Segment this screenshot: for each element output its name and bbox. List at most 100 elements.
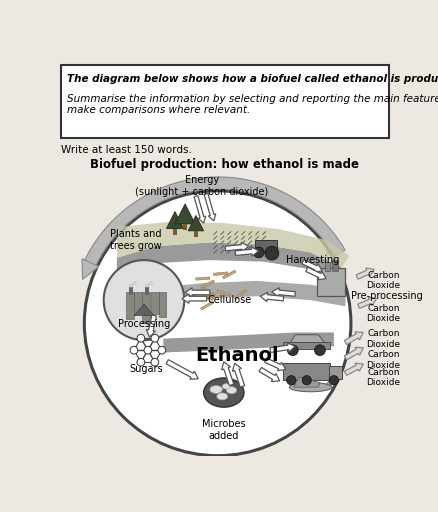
Ellipse shape [145,284,149,287]
Bar [200,301,213,310]
Polygon shape [225,242,248,251]
Bar [201,280,214,288]
Text: ielts: ielts [104,251,346,349]
Text: Summarise the information by selecting and reporting the main features, and
make: Summarise the information by selecting a… [67,94,438,115]
Polygon shape [343,332,363,345]
FancyBboxPatch shape [61,66,388,138]
Polygon shape [84,177,344,267]
Polygon shape [188,216,203,231]
Polygon shape [357,297,376,308]
Bar [254,240,276,252]
Circle shape [253,247,264,258]
Circle shape [144,346,152,354]
Bar [200,296,214,299]
Bar [201,292,215,296]
Text: Harvesting: Harvesting [285,255,338,265]
Polygon shape [221,362,233,386]
Polygon shape [146,315,156,337]
Bar [324,262,329,271]
Bar [222,270,235,279]
Ellipse shape [226,387,236,394]
Polygon shape [325,379,333,385]
Bar [234,289,246,300]
Bar [216,290,230,296]
Text: Processing: Processing [118,319,170,329]
Polygon shape [301,260,321,272]
Polygon shape [355,268,373,279]
Polygon shape [269,343,294,352]
Text: Carbon
Dioxide: Carbon Dioxide [366,304,399,324]
Bar [129,287,133,295]
Polygon shape [232,364,244,387]
Bar [142,292,150,323]
Bar [332,260,337,271]
Text: Carbon
Dioxide: Carbon Dioxide [366,271,399,290]
Text: The diagram below shows how a biofuel called ethanol is produced.: The diagram below shows how a biofuel ca… [67,74,438,84]
Circle shape [264,246,278,260]
Circle shape [84,191,350,456]
Polygon shape [163,332,333,352]
Bar [172,228,177,234]
Circle shape [137,334,145,342]
Polygon shape [117,242,341,283]
Circle shape [287,345,297,355]
Polygon shape [175,204,195,224]
Polygon shape [264,358,285,371]
Bar [151,292,159,314]
Ellipse shape [216,393,227,400]
Text: Ethanol: Ethanol [195,346,278,365]
Ellipse shape [324,256,328,261]
Circle shape [151,334,159,342]
Circle shape [286,376,295,385]
Polygon shape [117,222,349,268]
Circle shape [301,376,311,385]
Bar [213,272,227,275]
Circle shape [158,346,165,354]
Polygon shape [204,194,215,221]
Polygon shape [343,347,363,360]
Bar [126,292,134,319]
Text: Microbes
added: Microbes added [201,419,245,441]
Polygon shape [305,267,325,280]
Circle shape [130,346,138,354]
Text: Energy
(sunlight + carbon dioxide): Energy (sunlight + carbon dioxide) [135,176,268,197]
Bar [200,291,213,301]
Polygon shape [235,247,258,256]
Text: Cellulose: Cellulose [207,295,251,305]
Bar [182,224,187,230]
Polygon shape [82,259,99,280]
Ellipse shape [132,281,137,285]
Text: Pre-processing: Pre-processing [350,291,422,301]
Ellipse shape [209,386,222,393]
Polygon shape [290,335,324,343]
Text: Write at least 150 words.: Write at least 150 words. [61,144,191,155]
Polygon shape [260,292,283,302]
Ellipse shape [128,284,133,287]
Circle shape [151,358,159,366]
Polygon shape [134,304,154,315]
Ellipse shape [289,382,331,392]
Polygon shape [166,211,183,228]
Bar [195,277,209,280]
Polygon shape [194,196,205,223]
Polygon shape [185,288,209,297]
Ellipse shape [203,378,244,407]
Bar [283,364,329,380]
Text: Sugars: Sugars [129,364,163,374]
Ellipse shape [148,281,153,285]
Polygon shape [258,368,279,381]
Ellipse shape [324,255,327,260]
Polygon shape [293,377,319,387]
Text: Plants and
trees grow: Plants and trees grow [110,229,162,251]
Text: Carbon
Dioxide: Carbon Dioxide [366,329,399,349]
Polygon shape [283,343,329,349]
Bar [316,268,344,295]
Text: Biofuel production: how ethanol is made: Biofuel production: how ethanol is made [90,158,358,172]
Bar [192,287,205,296]
Ellipse shape [222,383,230,389]
Circle shape [328,376,338,385]
Polygon shape [182,294,206,303]
Polygon shape [271,288,295,297]
Polygon shape [166,360,198,379]
Bar [328,366,341,379]
